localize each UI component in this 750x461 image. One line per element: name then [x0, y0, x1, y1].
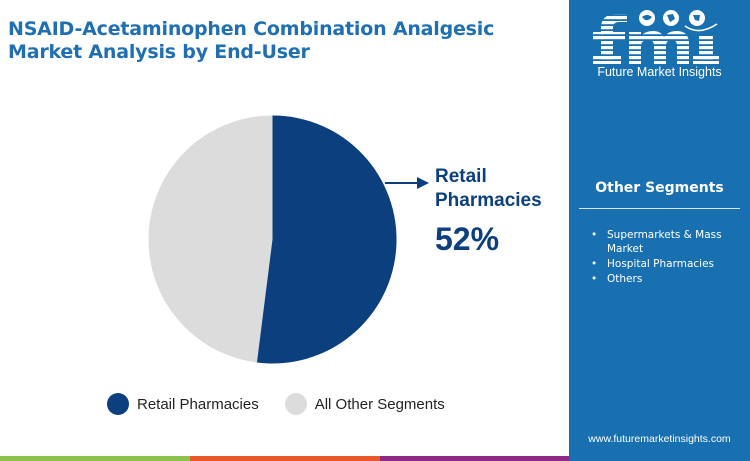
- bullet-icon: •: [591, 229, 598, 241]
- legend-label: All Other Segments: [314, 395, 445, 413]
- bar-segment-purple: [380, 456, 569, 461]
- list-item: • Hospital Pharmacies: [591, 258, 715, 270]
- chart-legend: Retail Pharmacies All Other Segments: [107, 393, 471, 415]
- logo-subtitle: Future Market Insights: [597, 65, 722, 79]
- callout-label-line1: Retail: [435, 166, 487, 187]
- callout-retail-pharmacies: Retail Pharmacies 52%: [435, 165, 542, 259]
- callout-value: 52%: [435, 221, 500, 257]
- list-item: • Others: [591, 273, 643, 285]
- website-link[interactable]: www.futuremarketinsights.com: [588, 433, 731, 445]
- bar-segment-green: [0, 456, 190, 461]
- legend-label: Retail Pharmacies: [137, 395, 259, 413]
- legend-swatch-icon: [107, 393, 129, 415]
- other-segments-heading: Other Segments: [595, 180, 724, 196]
- legend-swatch-icon: [284, 393, 307, 415]
- divider: [579, 208, 740, 209]
- callout-label-line2: Pharmacies: [435, 190, 542, 211]
- pie-chart: [148, 115, 397, 364]
- side-panel: Future Market Insights Other Segments • S…: [569, 0, 750, 461]
- bar-segment-orange: [190, 456, 380, 461]
- pie-slice-retail-pharmacies: [256, 115, 397, 364]
- bullet-icon: •: [591, 273, 598, 285]
- other-segments-list: • Supermarkets & Mass Market • Hospital Ph…: [589, 228, 747, 287]
- callout-arrow-icon: [385, 177, 429, 189]
- bottom-color-bar: [0, 456, 569, 461]
- fmi-logo-icon: [593, 10, 719, 64]
- bullet-icon: •: [591, 258, 598, 270]
- chart-area: NSAID-Acetaminophen Combination Analgesi…: [8, 18, 542, 415]
- list-item: • Supermarkets & Mass Market: [591, 229, 722, 255]
- chart-title: NSAID-Acetaminophen Combination Analgesi…: [8, 18, 495, 63]
- legend-item-retail-pharmacies: Retail Pharmacies: [107, 393, 259, 415]
- legend-item-all-other-segments: All Other Segments: [284, 393, 445, 415]
